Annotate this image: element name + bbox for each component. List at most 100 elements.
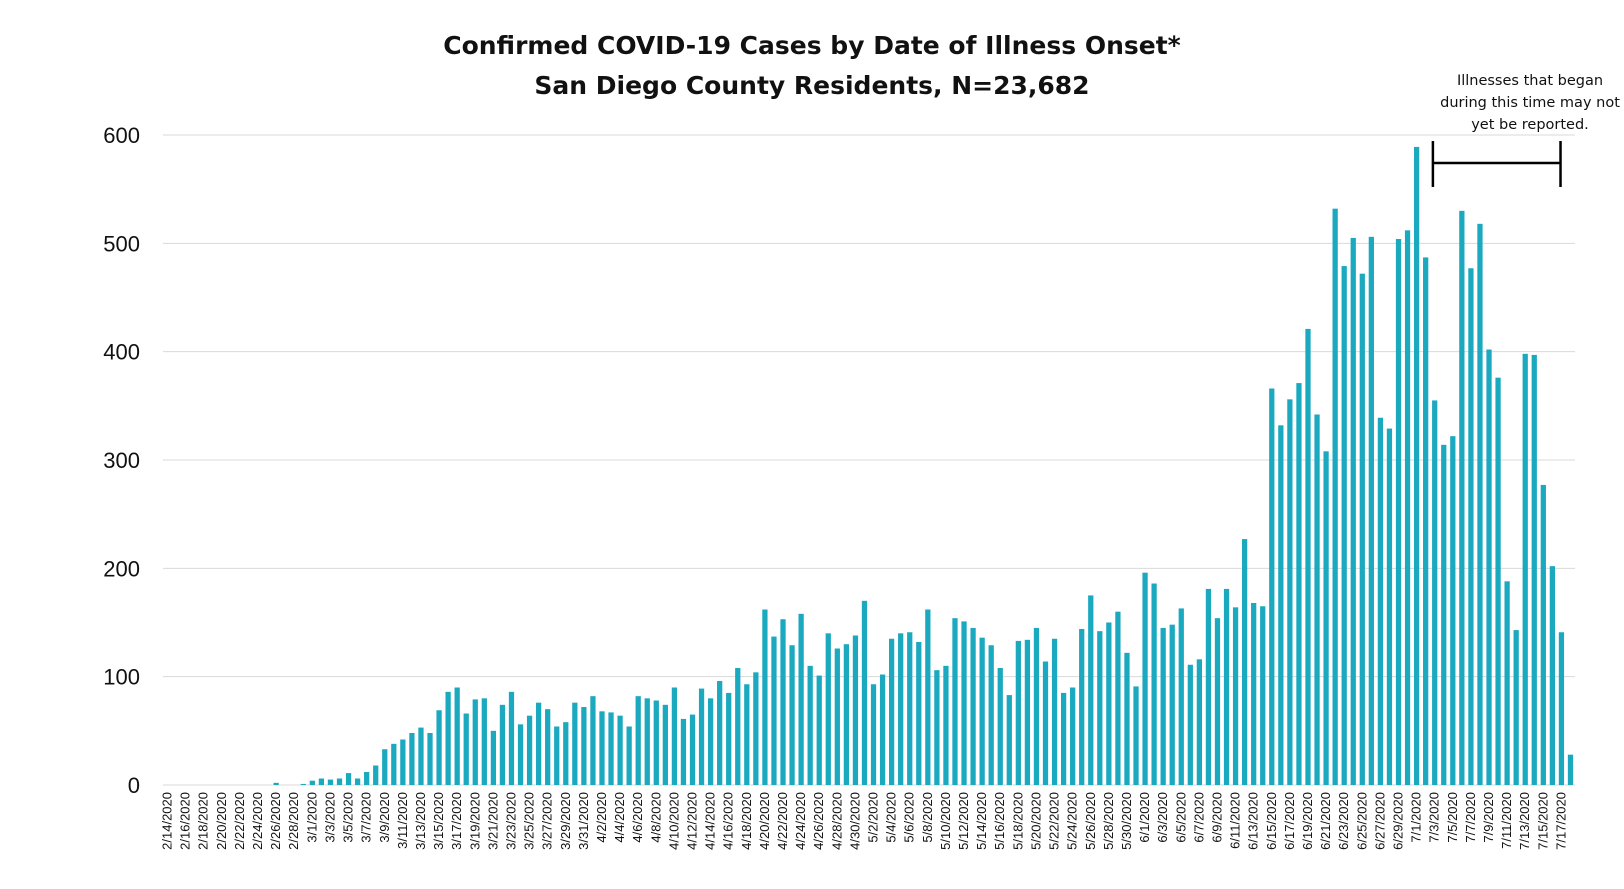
bar (1332, 208, 1338, 786)
x-tick-label: 3/3/2020 (322, 792, 337, 843)
x-tick-label: 5/22/2020 (1047, 792, 1062, 850)
x-tick-label: 5/8/2020 (920, 792, 935, 843)
bar (907, 632, 913, 785)
x-tick-label: 5/24/2020 (1065, 792, 1080, 850)
bar (1115, 611, 1121, 785)
y-tick-label: 100 (103, 665, 140, 690)
bar (427, 733, 433, 785)
bar (689, 714, 696, 785)
bar (807, 665, 813, 785)
x-tick-label: 6/9/2020 (1209, 792, 1224, 843)
bar (861, 600, 868, 785)
y-tick-label: 200 (103, 556, 140, 581)
bar (309, 780, 315, 785)
bar (1033, 627, 1040, 785)
x-tick-label: 2/14/2020 (160, 792, 175, 850)
x-tick-label: 3/13/2020 (413, 792, 428, 850)
x-tick-label: 5/16/2020 (992, 792, 1007, 850)
bar (1196, 659, 1202, 785)
x-tick-label: 6/27/2020 (1372, 792, 1387, 850)
bar (1305, 328, 1311, 785)
x-tick-label: 7/3/2020 (1427, 792, 1442, 843)
bar (662, 704, 668, 785)
bar (400, 739, 406, 785)
bar (1169, 624, 1175, 785)
bar (825, 633, 831, 785)
bar (635, 696, 641, 785)
y-tick-label: 400 (103, 340, 140, 365)
y-tick-label: 0 (128, 773, 140, 798)
bar (1251, 603, 1257, 785)
bar (1558, 632, 1565, 785)
bar (1404, 230, 1411, 785)
bar (1413, 146, 1420, 786)
x-tick-label: 3/31/2020 (576, 792, 591, 850)
x-tick-label: 5/26/2020 (1083, 792, 1098, 850)
bar (1269, 388, 1275, 785)
x-tick-label: 4/14/2020 (703, 792, 718, 850)
bar (300, 783, 306, 785)
bar (1088, 595, 1094, 785)
x-tick-label: 4/16/2020 (721, 792, 736, 850)
x-tick-label: 3/25/2020 (522, 792, 537, 850)
bar (1232, 607, 1239, 785)
bar (354, 778, 361, 785)
x-tick-label: 4/10/2020 (666, 792, 681, 850)
bar (1133, 686, 1139, 785)
x-tick-label: 6/5/2020 (1173, 792, 1188, 843)
x-tick-label: 2/22/2020 (232, 792, 247, 850)
x-tick-label: 6/7/2020 (1191, 792, 1206, 843)
bar (816, 675, 822, 785)
bar (472, 699, 478, 785)
bar (1567, 754, 1574, 785)
x-tick-label: 5/4/2020 (884, 792, 899, 843)
x-tick-label: 4/2/2020 (594, 792, 609, 843)
bar (879, 674, 886, 785)
bar (418, 727, 424, 785)
bar (1423, 257, 1429, 785)
x-tick-label: 4/18/2020 (739, 792, 754, 850)
bar (789, 645, 795, 785)
bar (1504, 581, 1510, 785)
bar (1178, 608, 1184, 785)
x-tick-label: 7/17/2020 (1553, 792, 1568, 850)
bar (273, 782, 279, 785)
bar (671, 687, 678, 785)
bar (1486, 349, 1492, 785)
bar (1549, 566, 1555, 785)
bar (499, 704, 506, 785)
bars (273, 146, 1574, 786)
bar (1468, 268, 1474, 785)
x-tick-label: 6/15/2020 (1264, 792, 1279, 850)
bar (1432, 400, 1438, 785)
x-tick-label: 4/24/2020 (793, 792, 808, 850)
x-tick-label: 6/11/2020 (1228, 792, 1243, 849)
bar (1314, 414, 1320, 785)
bar (698, 688, 705, 785)
x-tick-label: 7/11/2020 (1499, 792, 1514, 849)
x-tick-label: 5/12/2020 (956, 792, 971, 850)
bar (1459, 210, 1465, 785)
bar (481, 698, 487, 785)
bar (1151, 583, 1157, 785)
bar (463, 713, 469, 785)
bar (707, 698, 714, 785)
bar (717, 681, 723, 785)
bar (952, 618, 958, 785)
bar (1024, 639, 1031, 785)
x-tick-label: 2/28/2020 (286, 792, 301, 850)
bar (572, 702, 578, 785)
bar (653, 700, 659, 785)
bar (1260, 606, 1266, 785)
bar (608, 712, 614, 785)
x-tick-label: 7/5/2020 (1445, 792, 1460, 843)
annotation-line-3: yet be reported. (1471, 117, 1589, 133)
bar (1106, 622, 1112, 785)
bar (1531, 354, 1537, 785)
x-tick-label: 6/21/2020 (1318, 792, 1333, 850)
bar (517, 724, 524, 785)
bar (508, 691, 515, 785)
x-tick-label: 5/28/2020 (1101, 792, 1116, 850)
bar (1097, 631, 1103, 785)
